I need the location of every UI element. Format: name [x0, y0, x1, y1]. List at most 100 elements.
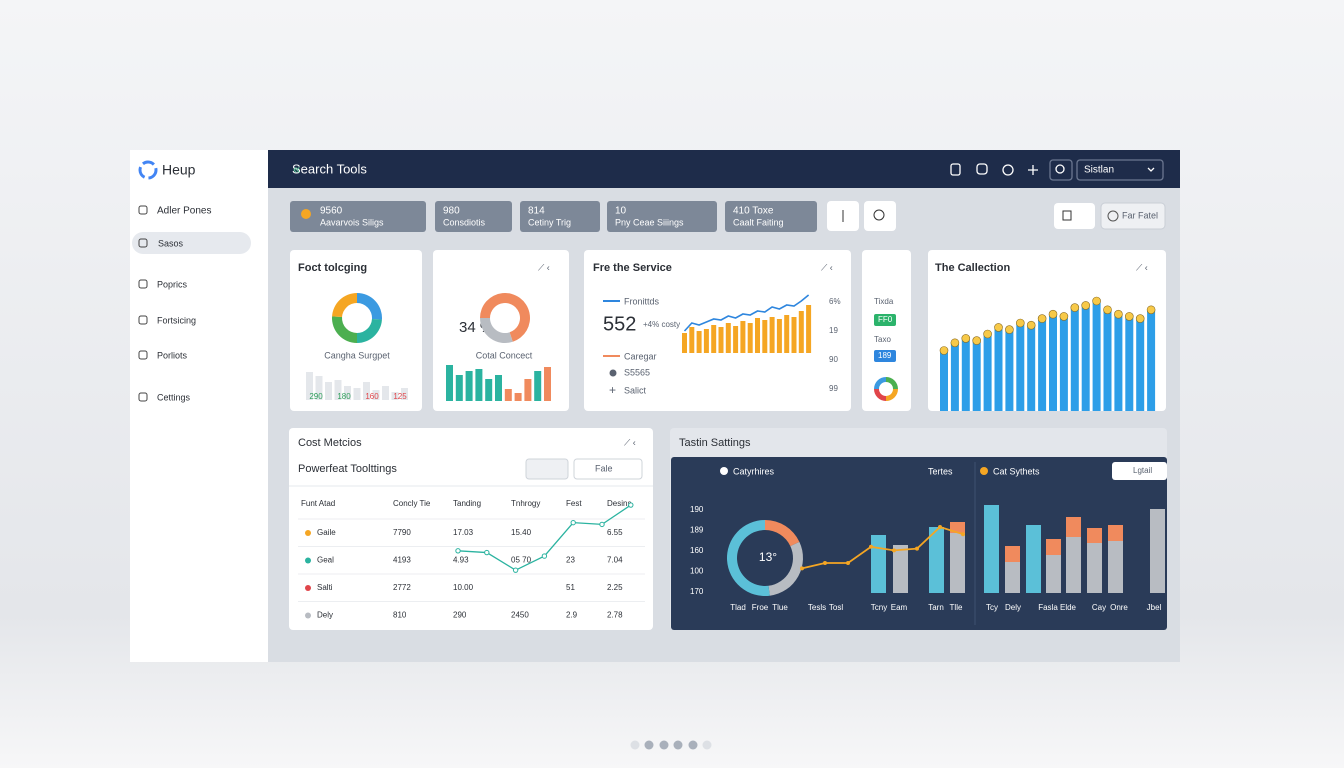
- bar: [334, 380, 342, 400]
- bar: [972, 340, 981, 411]
- bar-dot: [1092, 296, 1101, 306]
- table-cell: 15.40: [511, 528, 532, 537]
- card: [433, 250, 569, 411]
- bar-dot: [1070, 303, 1080, 312]
- select[interactable]: [1112, 462, 1167, 480]
- donut-segment: [332, 293, 357, 318]
- bar-dot: [983, 329, 992, 339]
- bar-dot: [939, 346, 949, 355]
- dot[interactable]: [702, 740, 712, 750]
- bar: [1108, 541, 1123, 593]
- bar: [534, 371, 542, 401]
- bar: [871, 535, 886, 593]
- bar: [755, 318, 760, 353]
- bar: [762, 320, 768, 353]
- search-button[interactable]: [1049, 159, 1073, 181]
- kpi-note: +4% costy: [643, 320, 680, 329]
- nav-item[interactable]: Fortsicing: [157, 315, 196, 325]
- bar: [495, 375, 502, 401]
- badge-text: 189: [878, 351, 892, 360]
- card-menu[interactable]: ⟋ ‹: [538, 262, 550, 272]
- bar: [1005, 562, 1020, 593]
- bar: [806, 305, 812, 353]
- stat-chip[interactable]: [607, 201, 717, 232]
- card-title: Cost Metcios: [298, 437, 362, 449]
- dot[interactable]: [688, 740, 698, 750]
- icon[interactable]: [1028, 165, 1038, 175]
- card-menu[interactable]: ⟋ ‹: [624, 437, 636, 447]
- axis-label: Tosl: [829, 603, 843, 612]
- bar: [544, 367, 551, 401]
- bar: [504, 389, 512, 401]
- card: [584, 250, 851, 411]
- icon: +: [609, 383, 616, 397]
- bar: [769, 317, 775, 353]
- nav-item[interactable]: Porliots: [157, 350, 188, 360]
- trend-line: [683, 294, 810, 332]
- card-menu[interactable]: ⟋ ‹: [1136, 262, 1148, 272]
- bar: [784, 315, 790, 353]
- nav-icon: [138, 350, 148, 360]
- table-cell: Dely: [317, 611, 333, 620]
- legend-text: Caregar: [624, 351, 657, 361]
- stat-chip[interactable]: [725, 201, 817, 232]
- icon[interactable]: [950, 163, 961, 176]
- nav-icon: [138, 392, 148, 402]
- badge: [874, 350, 896, 362]
- topbar-title: Search Tools: [292, 161, 367, 176]
- stat-chip[interactable]: [520, 201, 600, 232]
- action-button-text: Far Fatel: [1122, 210, 1158, 220]
- stat-chip[interactable]: [435, 201, 512, 232]
- card-menu[interactable]: ⟋ ‹: [821, 262, 833, 272]
- bar: [1046, 555, 1061, 593]
- action-button[interactable]: [1100, 202, 1166, 230]
- search-pill[interactable]: [132, 232, 251, 254]
- logo-text: Heup: [162, 162, 196, 178]
- table-header: Tanding: [453, 499, 481, 508]
- table-cell: 05 70: [511, 556, 532, 565]
- bar: [718, 327, 724, 353]
- axis-label: 160: [690, 546, 704, 555]
- row-dot: [305, 612, 311, 619]
- view-button[interactable]: [1054, 203, 1095, 229]
- stat-chip[interactable]: [290, 201, 426, 232]
- tool-buttons[interactable]: [525, 458, 569, 480]
- icon: [1147, 167, 1155, 172]
- dot[interactable]: [659, 740, 669, 750]
- axis-label: 170: [690, 587, 704, 596]
- table-cell: 2.78: [607, 611, 623, 620]
- dot[interactable]: [673, 740, 683, 750]
- bar: [950, 533, 965, 593]
- nav-item[interactable]: Poprics: [157, 279, 188, 289]
- caption: Cangha Surgpet: [324, 350, 390, 360]
- table-header: Fest: [566, 499, 582, 508]
- dot[interactable]: [644, 740, 654, 750]
- dark-panel: [671, 457, 1167, 630]
- table-cell: 23: [566, 556, 575, 565]
- bar: [1059, 316, 1068, 411]
- filter-dropdown[interactable]: [573, 458, 643, 480]
- axis-label: Fasla: [1038, 603, 1058, 612]
- card-title: Tastin Sattings: [679, 437, 751, 449]
- dot[interactable]: [630, 740, 640, 750]
- bar-label: 180: [337, 392, 351, 401]
- bar: [740, 321, 746, 353]
- icon[interactable]: [976, 163, 988, 175]
- nav-item[interactable]: Adler Pones: [157, 206, 211, 217]
- search-button[interactable]: [864, 201, 896, 231]
- axis-label: Tcny: [871, 603, 887, 612]
- row-dot: [305, 585, 311, 591]
- icon[interactable]: [1002, 164, 1014, 176]
- trend-point: [541, 553, 548, 559]
- nav-item[interactable]: Sasos: [158, 238, 184, 248]
- dropdown[interactable]: [1076, 159, 1164, 181]
- legend-text: Tertes: [928, 466, 953, 476]
- back-icon[interactable]: «: [293, 161, 300, 176]
- bar-dot: [950, 338, 960, 348]
- select-text: Lgtail: [1133, 466, 1152, 475]
- nav-item[interactable]: Cettings: [157, 392, 191, 402]
- table-cell: 51: [566, 583, 575, 592]
- table-cell: 2.25: [607, 583, 623, 592]
- bar: [983, 334, 992, 411]
- bar-cap: [1108, 525, 1123, 541]
